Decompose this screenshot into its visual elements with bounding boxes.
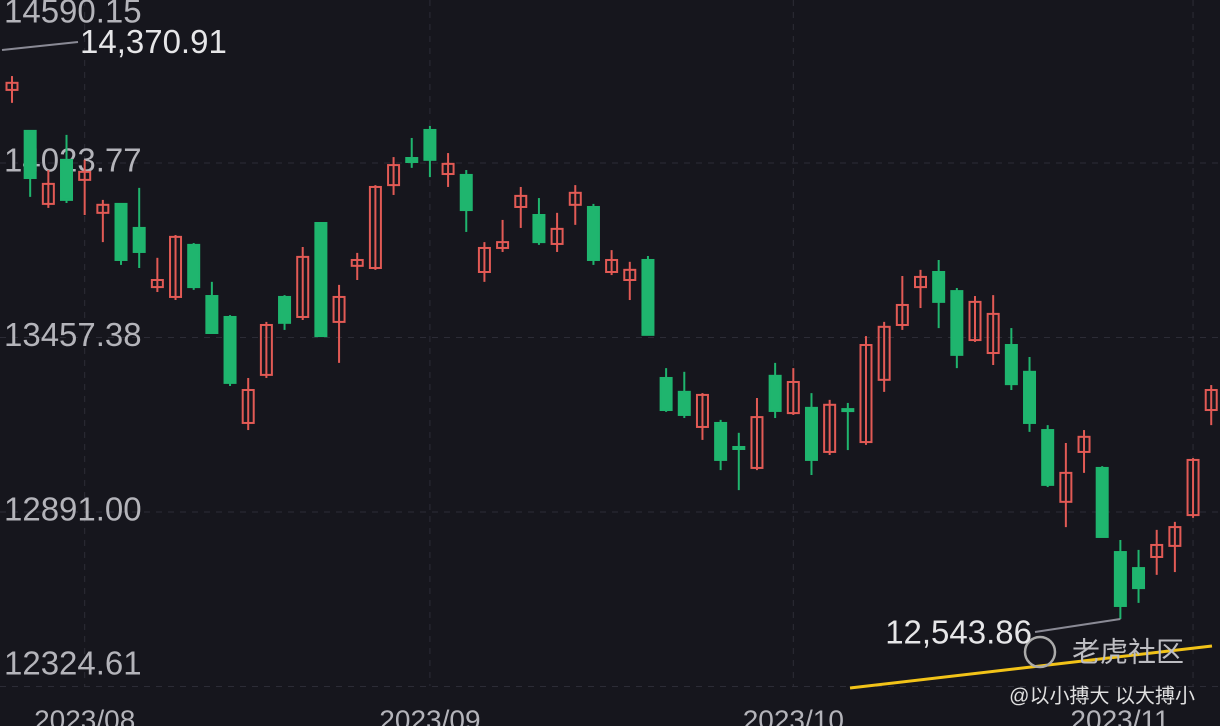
- watermark-logo: [1023, 635, 1057, 669]
- candle-body: [1095, 466, 1109, 538]
- candle-body: [441, 162, 455, 176]
- candle-body: [586, 205, 600, 261]
- candle-body: [1059, 471, 1073, 503]
- candle-body: [568, 191, 582, 206]
- candle-body: [841, 408, 855, 413]
- x-tick-label: 2023/09: [379, 704, 480, 726]
- candle-body: [532, 213, 546, 244]
- candle-body: [732, 445, 746, 450]
- candle-body: [150, 279, 164, 289]
- x-tick-label: 2023/08: [34, 704, 135, 726]
- candle-body: [350, 258, 364, 267]
- y-tick-label: 13457.38: [4, 316, 142, 353]
- y-tick-label: 12891.00: [4, 491, 142, 528]
- candle-body: [750, 416, 764, 469]
- candle-body: [768, 374, 782, 412]
- candle-body: [405, 156, 419, 164]
- candle-body: [459, 173, 473, 212]
- candle-body: [968, 300, 982, 342]
- candle-body: [96, 203, 110, 214]
- candle-body: [132, 226, 146, 253]
- candle-body: [1077, 435, 1091, 453]
- candle-body: [314, 222, 328, 338]
- candle-body: [78, 170, 92, 181]
- min-pointer: [1034, 617, 1121, 633]
- candle-body: [1150, 543, 1164, 558]
- candle-body: [823, 403, 837, 453]
- candle-body: [986, 312, 1000, 355]
- candle-body: [278, 295, 292, 324]
- max-pointer: [1, 41, 79, 52]
- candle-body: [932, 270, 946, 303]
- indicator-line: [849, 644, 1213, 690]
- candle-body: [695, 393, 709, 428]
- candle-body: [423, 128, 437, 161]
- candle-body: [804, 406, 818, 461]
- watermark: 老虎社区: [1072, 636, 1184, 667]
- candle-body: [368, 185, 382, 269]
- x-tick-label: 2023/11: [1070, 704, 1169, 726]
- candle-body: [241, 388, 255, 424]
- candle-body: [659, 376, 673, 412]
- candle-body: [605, 258, 619, 273]
- candle-body: [187, 243, 201, 289]
- candle-body: [41, 182, 55, 205]
- candle-body: [205, 295, 219, 334]
- candle-body: [1186, 458, 1200, 517]
- candle-body: [786, 380, 800, 415]
- candle-body: [1113, 551, 1127, 607]
- candle-body: [1168, 526, 1182, 547]
- candle-body: [1204, 388, 1218, 412]
- candle-body: [641, 258, 655, 336]
- candle-body: [477, 246, 491, 273]
- candle-body: [714, 421, 728, 461]
- candle-body: [60, 158, 74, 201]
- candle-body: [950, 290, 964, 356]
- candle-body: [496, 241, 510, 249]
- candle-body: [514, 194, 528, 208]
- candle-body: [914, 275, 927, 289]
- credit: @以小搏大 以大搏小: [1009, 684, 1195, 707]
- candle-body: [114, 202, 128, 261]
- y-tick-label: 12324.61: [4, 645, 142, 682]
- candle-body: [296, 255, 310, 318]
- candle-body: [259, 323, 273, 376]
- candle-body: [1023, 370, 1037, 424]
- candle-body: [23, 129, 37, 180]
- candle-body: [5, 81, 19, 91]
- min-label: 12,543.86: [885, 614, 1032, 651]
- candle-body: [895, 303, 909, 326]
- candle-body: [169, 235, 183, 298]
- candle-body: [1004, 344, 1018, 386]
- candle-body: [623, 268, 637, 282]
- candle-body: [550, 227, 564, 245]
- candle-body: [1041, 429, 1055, 486]
- candle-body: [877, 325, 891, 381]
- candle-body: [223, 315, 237, 384]
- max-label: 14,370.91: [80, 23, 227, 60]
- y-tick-label: 14590.15: [4, 0, 142, 30]
- candle-body: [387, 164, 401, 187]
- candle-body: [1132, 567, 1146, 590]
- candle-body: [677, 390, 691, 416]
- candle-body: [332, 295, 346, 323]
- x-tick-label: 2023/10: [743, 704, 844, 726]
- candle-body: [859, 344, 873, 444]
